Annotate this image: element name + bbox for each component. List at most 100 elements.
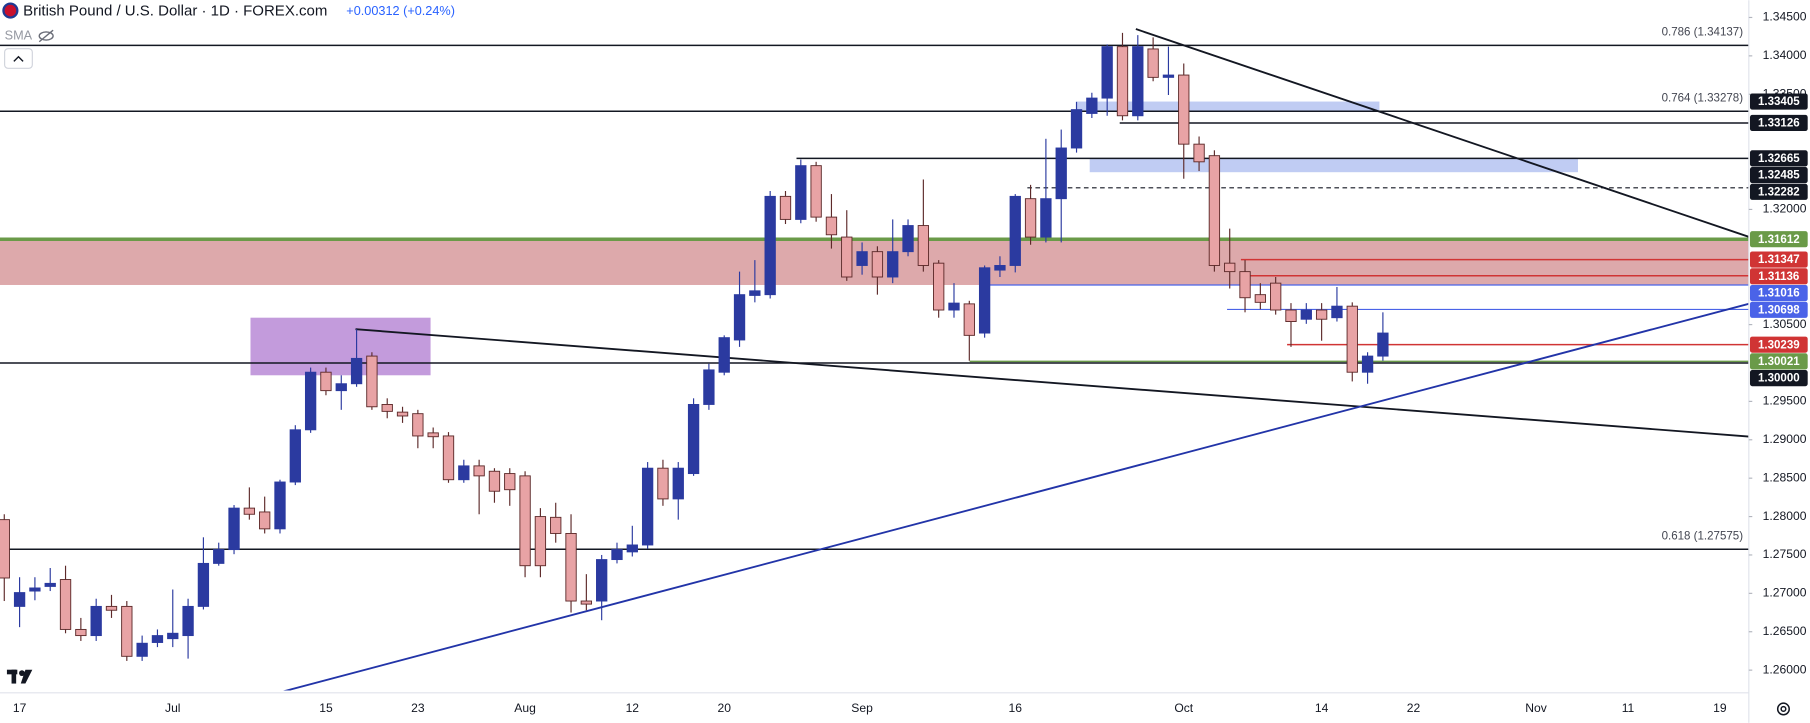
candle-body [657,467,669,500]
candle-body [335,383,347,392]
candle-body [1270,282,1282,311]
candle-body [458,465,470,481]
candle-body [1070,109,1083,149]
candle-body [519,475,531,567]
candle-body [871,251,884,278]
candle-body [902,225,914,253]
candle-body [749,290,761,296]
candle-body [259,511,271,530]
candle-body [718,337,730,373]
candle-body [366,355,378,408]
candle-body [933,262,945,311]
candle-body [672,467,684,500]
candle-body [213,549,225,564]
candle-body [795,165,807,220]
candle-body [90,605,102,637]
candle-body [289,429,301,483]
settings-icon[interactable] [1776,702,1790,716]
tradingview-logo [6,669,33,684]
zone [250,317,431,376]
price-label: 1.31612 [1758,234,1800,246]
x-tick-label: Sep [851,701,873,715]
x-tick-label: Aug [514,701,536,715]
x-tick-label: 19 [1713,701,1727,715]
candle-body [473,465,485,477]
candle-body [320,371,332,392]
candle-body [948,302,960,311]
candle-body [733,294,746,341]
candle-body [488,470,501,492]
price-label-box [1749,251,1808,268]
axes: 1.345001.340001.335001.320001.305001.295… [13,10,1808,715]
candle-body [304,371,317,431]
fib-label: 0.786 (1.34137) [1662,27,1744,39]
candle-body [626,544,638,553]
candle-body [1254,294,1267,303]
candle-body [1193,143,1205,163]
candle-body [105,605,118,611]
x-tick-label: 11 [1622,701,1635,715]
visibility-icon[interactable] [38,29,54,43]
candle-body [0,519,10,579]
price-label-box [1749,268,1808,285]
y-tick-label: 1.34000 [1763,48,1807,62]
candle-body [1132,46,1144,117]
candle-body [1346,305,1358,373]
candle-body [381,404,393,412]
price-label: 1.31347 [1758,254,1800,266]
price-label-box [1749,183,1808,200]
candle-body [1208,155,1221,266]
x-tick-label: 16 [1009,701,1023,715]
candle-body [151,635,164,643]
price-label-box [1749,353,1808,370]
candle-body [1040,198,1052,238]
candle-body [1024,198,1037,238]
x-tick-label: Oct [1174,701,1193,715]
candle-body [228,507,240,551]
candle-body [121,605,133,657]
x-tick-label: Nov [1525,701,1547,715]
candle-body [167,632,179,640]
x-tick-label: 17 [13,701,27,715]
candle-body [13,592,26,607]
zone [1089,158,1578,173]
candle-body [197,562,210,607]
y-tick-label: 1.26500 [1763,624,1807,638]
fib-label: 0.764 (1.33278) [1662,93,1744,105]
candle-body [396,411,409,417]
candle-body [412,413,424,437]
candle-body [136,642,148,657]
price-label: 1.32485 [1758,170,1800,182]
x-tick-label: Jul [165,701,180,715]
indicator-name[interactable]: SMA [5,28,33,42]
candle-body [550,516,562,534]
price-label-box [1749,370,1808,387]
candle-body [1162,74,1175,78]
candle-body [1224,262,1236,273]
y-tick-label: 1.34500 [1763,10,1807,24]
price-label-box [1749,93,1808,110]
candle-body [504,473,516,491]
trend-line [283,302,1749,691]
price-label: 1.32282 [1758,186,1800,198]
candle-body [243,507,256,515]
x-tick-label: 15 [319,701,333,715]
candle-body [596,559,608,602]
y-tick-label: 1.26000 [1763,662,1807,676]
y-tick-label: 1.27000 [1763,586,1807,600]
y-tick-label: 1.27500 [1763,547,1807,561]
candle-body [994,265,1006,271]
candle-body [1331,305,1343,319]
trend-line [355,328,1749,438]
candle-body [1009,195,1021,266]
collapse-button[interactable] [4,48,33,69]
candle-body [963,303,975,336]
candle-body [1285,309,1297,322]
candle-body [856,251,868,266]
x-tick-label: 23 [411,701,425,715]
y-tick-label: 1.28500 [1763,470,1807,484]
candle-body [427,432,439,438]
candle-body [779,195,792,220]
candle-body [534,516,547,567]
